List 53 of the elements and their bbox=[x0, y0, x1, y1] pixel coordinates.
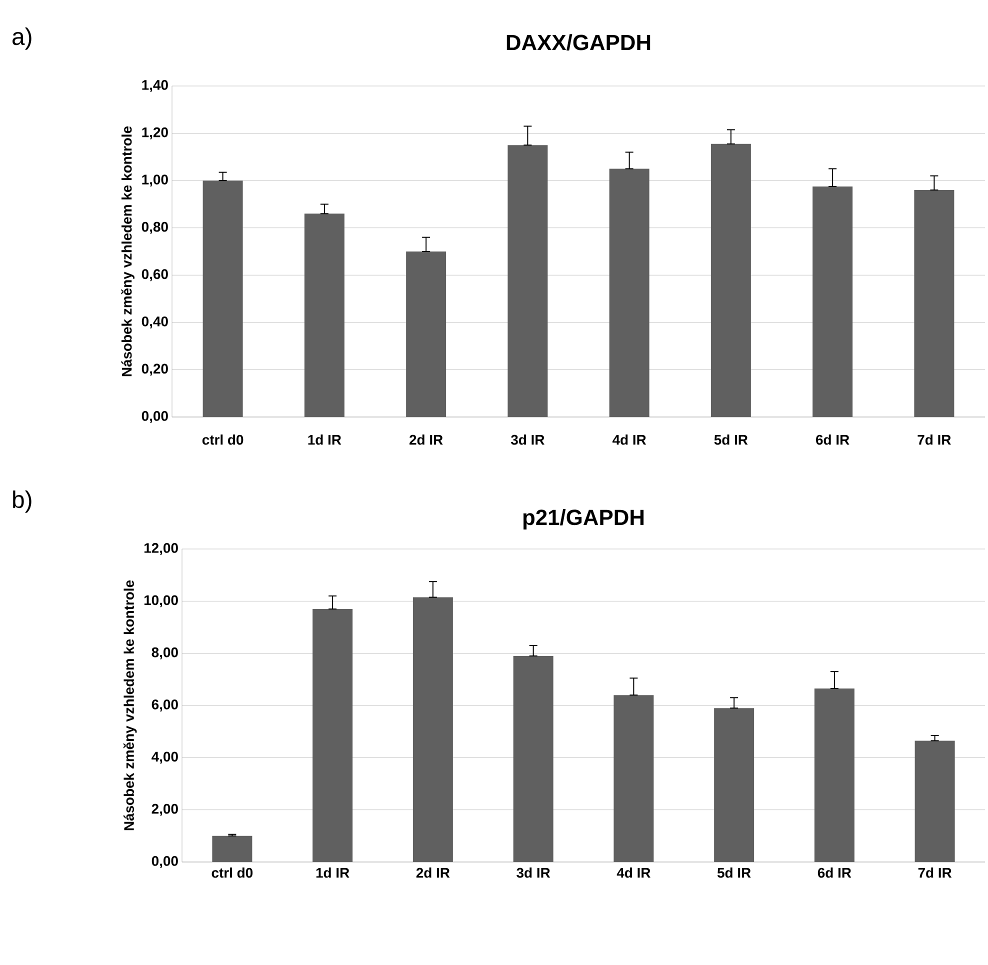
bar bbox=[914, 740, 955, 862]
y-axis-title: Násobek změny vzhledem ke kontrole bbox=[123, 580, 137, 830]
x-tick-label: 3d IR bbox=[510, 434, 544, 445]
y-tick-label: 0,00 bbox=[142, 411, 168, 423]
x-tick-label: ctrl d0 bbox=[202, 434, 244, 445]
y-tick-label: 0,00 bbox=[152, 856, 178, 868]
y-axis-title: Násobek změny vzhledem ke kontrole bbox=[121, 126, 134, 376]
y-tick-label: 4,00 bbox=[152, 752, 178, 764]
bar bbox=[312, 608, 353, 862]
bar bbox=[814, 688, 854, 862]
y-tick-label: 2,00 bbox=[152, 804, 178, 816]
bar bbox=[609, 168, 650, 417]
x-tick-label: 7d IR bbox=[918, 868, 952, 878]
text: a) bbox=[12, 28, 32, 50]
y-tick-label: 1,00 bbox=[142, 174, 168, 187]
bar bbox=[710, 144, 751, 417]
bar bbox=[212, 836, 252, 862]
bar bbox=[406, 251, 446, 417]
x-tick-label: 3d IR bbox=[516, 868, 550, 878]
x-tick-label: 7d IR bbox=[918, 434, 951, 445]
x-tick-label: 1d IR bbox=[316, 868, 350, 878]
y-tick-label: 8,00 bbox=[152, 647, 178, 660]
x-tick-label: 5d IR bbox=[714, 434, 748, 445]
bar bbox=[513, 656, 554, 862]
x-tick-label: 2d IR bbox=[410, 434, 443, 445]
y-tick-label: 1,20 bbox=[142, 127, 168, 140]
bar bbox=[304, 214, 344, 417]
bar bbox=[812, 186, 853, 417]
bar bbox=[614, 695, 654, 862]
y-tick-label: 1,40 bbox=[142, 80, 168, 92]
bar bbox=[714, 708, 754, 862]
chart-title: DAXX/GAPDH bbox=[506, 34, 650, 50]
x-tick-label: 6d IR bbox=[816, 434, 850, 445]
bar bbox=[202, 180, 243, 417]
x-tick-label: 4d IR bbox=[612, 434, 646, 445]
x-tick-label: 1d IR bbox=[308, 434, 342, 445]
bar bbox=[508, 145, 548, 417]
y-tick-label: 10,00 bbox=[144, 595, 178, 608]
y-tick-label: 0,60 bbox=[142, 269, 168, 282]
y-tick-label: 12,00 bbox=[144, 543, 178, 555]
bar bbox=[412, 597, 453, 862]
y-tick-label: 0,80 bbox=[142, 222, 168, 234]
y-tick-label: 0,20 bbox=[142, 364, 168, 376]
y-tick-label: 0,40 bbox=[142, 316, 168, 328]
x-tick-label: 2d IR bbox=[416, 868, 450, 878]
x-tick-label: 5d IR bbox=[717, 868, 751, 878]
x-tick-label: 6d IR bbox=[818, 868, 852, 878]
y-tick-label: 6,00 bbox=[152, 700, 178, 712]
bar bbox=[914, 190, 954, 417]
x-tick-label: 4d IR bbox=[616, 868, 650, 878]
text: b) bbox=[13, 490, 32, 513]
x-tick-label: ctrl d0 bbox=[212, 868, 253, 878]
chart-title: p21/GAPDH bbox=[523, 509, 644, 530]
